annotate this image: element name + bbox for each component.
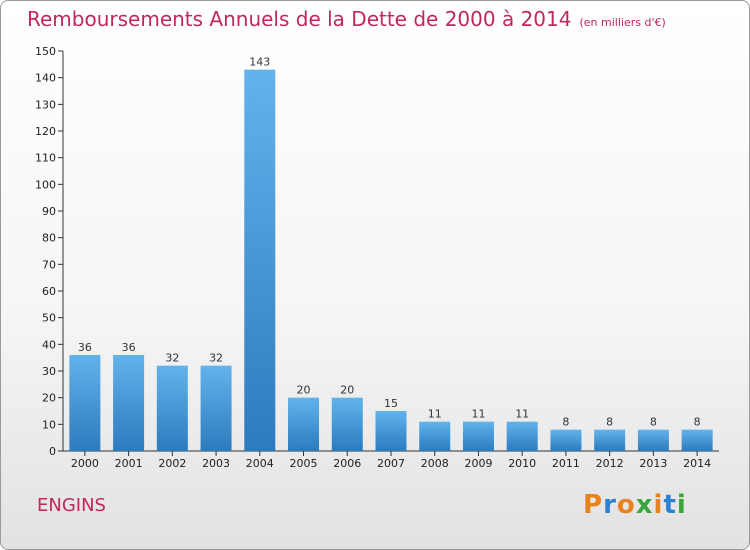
- y-tick-label: 150: [35, 45, 56, 58]
- bar: [288, 397, 320, 451]
- chart-subtitle: (en milliers d'€): [579, 16, 666, 29]
- y-tick-label: 20: [42, 392, 56, 405]
- data-label: 32: [165, 352, 179, 365]
- bar: [156, 365, 188, 451]
- bar: [113, 355, 145, 451]
- data-label: 8: [694, 416, 701, 429]
- y-tick-label: 0: [49, 445, 56, 458]
- y-tick-label: 100: [35, 178, 56, 191]
- bar: [506, 421, 538, 451]
- data-label: 32: [209, 352, 223, 365]
- bar: [69, 355, 101, 451]
- x-tick-label: 2011: [552, 457, 580, 470]
- bar: [200, 365, 232, 451]
- x-tick-label: 2001: [115, 457, 143, 470]
- data-label: 11: [515, 408, 529, 421]
- x-tick-label: 2006: [333, 457, 361, 470]
- data-label: 11: [428, 408, 442, 421]
- x-tick-label: 2014: [683, 457, 711, 470]
- data-label: 8: [562, 416, 569, 429]
- data-label: 36: [122, 341, 136, 354]
- x-tick-label: 2013: [639, 457, 667, 470]
- x-tick-label: 2010: [508, 457, 536, 470]
- y-tick-label: 30: [42, 365, 56, 378]
- y-tick-label: 130: [35, 98, 56, 111]
- y-tick-label: 40: [42, 338, 56, 351]
- bar: [419, 421, 451, 451]
- place-name: ENGINS: [37, 495, 106, 516]
- proxiti-logo: Proxiti: [583, 490, 687, 520]
- data-label: 11: [471, 408, 485, 421]
- y-tick-label: 60: [42, 285, 56, 298]
- data-label: 36: [78, 341, 92, 354]
- data-label: 143: [249, 56, 270, 69]
- y-tick-label: 50: [42, 312, 56, 325]
- x-tick-label: 2005: [290, 457, 318, 470]
- bar: [462, 421, 494, 451]
- bar: [637, 429, 669, 451]
- y-tick-label: 110: [35, 152, 56, 165]
- data-label: 20: [340, 384, 354, 397]
- y-tick-label: 10: [42, 418, 56, 431]
- x-tick-label: 2012: [596, 457, 624, 470]
- data-label: 8: [606, 416, 613, 429]
- y-tick-label: 90: [42, 205, 56, 218]
- x-tick-label: 2004: [246, 457, 274, 470]
- x-tick-label: 2007: [377, 457, 405, 470]
- bar: [375, 411, 407, 451]
- x-tick-label: 2000: [71, 457, 99, 470]
- x-tick-label: 2008: [421, 457, 449, 470]
- y-tick-label: 70: [42, 258, 56, 271]
- bar: [594, 429, 626, 451]
- bar: [244, 69, 276, 452]
- bar: [681, 429, 713, 451]
- chart-title: Remboursements Annuels de la Dette de 20…: [27, 7, 666, 31]
- bar: [550, 429, 582, 451]
- bar: [331, 397, 363, 451]
- data-label: 8: [650, 416, 657, 429]
- y-tick-label: 120: [35, 125, 56, 138]
- chart-title-text: Remboursements Annuels de la Dette de 20…: [27, 7, 572, 31]
- data-label: 15: [384, 397, 398, 410]
- x-tick-label: 2009: [464, 457, 492, 470]
- y-tick-label: 140: [35, 72, 56, 85]
- x-tick-label: 2003: [202, 457, 230, 470]
- data-label: 20: [297, 384, 311, 397]
- y-tick-label: 80: [42, 232, 56, 245]
- x-tick-label: 2002: [158, 457, 186, 470]
